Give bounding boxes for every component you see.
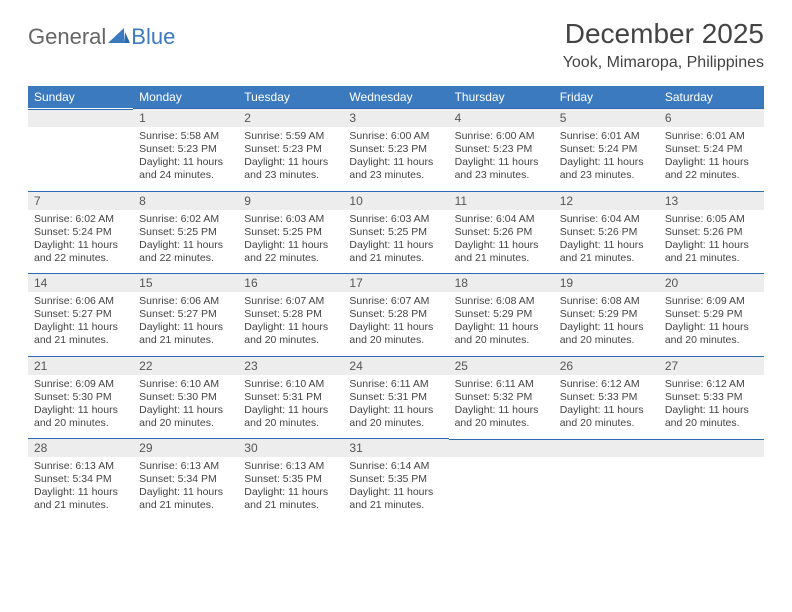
- day-number: 27: [659, 356, 764, 375]
- day-details: Sunrise: 6:03 AMSunset: 5:25 PMDaylight:…: [343, 210, 448, 274]
- day-number: 8: [133, 191, 238, 210]
- weekday-header: Tuesday: [238, 86, 343, 108]
- brand-part2: Blue: [131, 24, 175, 50]
- weekday-header: Saturday: [659, 86, 764, 108]
- day-details: Sunrise: 5:58 AMSunset: 5:23 PMDaylight:…: [133, 127, 238, 191]
- daynum-row: 123456: [28, 108, 764, 127]
- empty-day: [659, 457, 764, 519]
- day-details: Sunrise: 6:11 AMSunset: 5:31 PMDaylight:…: [343, 375, 448, 439]
- empty-day-number: [449, 439, 554, 457]
- day-number: 31: [343, 438, 448, 457]
- weekday-header: Friday: [554, 86, 659, 108]
- day-details: Sunrise: 6:04 AMSunset: 5:26 PMDaylight:…: [449, 210, 554, 274]
- day-details: Sunrise: 6:13 AMSunset: 5:34 PMDaylight:…: [133, 457, 238, 521]
- day-details: Sunrise: 6:10 AMSunset: 5:30 PMDaylight:…: [133, 375, 238, 439]
- weekday-header: Wednesday: [343, 86, 448, 108]
- weekday-header-row: SundayMondayTuesdayWednesdayThursdayFrid…: [28, 86, 764, 108]
- day-details: Sunrise: 6:09 AMSunset: 5:30 PMDaylight:…: [28, 375, 133, 439]
- day-number: 18: [449, 273, 554, 292]
- empty-day: [449, 457, 554, 519]
- day-details: Sunrise: 6:08 AMSunset: 5:29 PMDaylight:…: [449, 292, 554, 356]
- day-number: 5: [554, 108, 659, 127]
- day-number: 13: [659, 191, 764, 210]
- empty-day: [554, 457, 659, 519]
- day-details: Sunrise: 6:05 AMSunset: 5:26 PMDaylight:…: [659, 210, 764, 274]
- day-details: Sunrise: 6:06 AMSunset: 5:27 PMDaylight:…: [28, 292, 133, 356]
- daybody-row: Sunrise: 6:06 AMSunset: 5:27 PMDaylight:…: [28, 292, 764, 356]
- day-details: Sunrise: 6:02 AMSunset: 5:24 PMDaylight:…: [28, 210, 133, 274]
- day-number: 2: [238, 108, 343, 127]
- day-details: Sunrise: 6:09 AMSunset: 5:29 PMDaylight:…: [659, 292, 764, 356]
- day-number: 15: [133, 273, 238, 292]
- weekday-header: Sunday: [28, 86, 133, 108]
- day-details: Sunrise: 6:03 AMSunset: 5:25 PMDaylight:…: [238, 210, 343, 274]
- title-block: December 2025 Yook, Mimaropa, Philippine…: [563, 18, 764, 72]
- daybody-row: Sunrise: 6:09 AMSunset: 5:30 PMDaylight:…: [28, 375, 764, 439]
- day-details: Sunrise: 6:07 AMSunset: 5:28 PMDaylight:…: [343, 292, 448, 356]
- day-number: 7: [28, 191, 133, 210]
- daybody-row: Sunrise: 5:58 AMSunset: 5:23 PMDaylight:…: [28, 127, 764, 191]
- calendar-table: SundayMondayTuesdayWednesdayThursdayFrid…: [28, 86, 764, 521]
- day-number: 26: [554, 356, 659, 375]
- brand-logo: General Blue: [28, 24, 175, 50]
- day-number: 25: [449, 356, 554, 375]
- day-details: Sunrise: 6:13 AMSunset: 5:35 PMDaylight:…: [238, 457, 343, 521]
- day-details: Sunrise: 6:04 AMSunset: 5:26 PMDaylight:…: [554, 210, 659, 274]
- day-details: Sunrise: 6:10 AMSunset: 5:31 PMDaylight:…: [238, 375, 343, 439]
- daynum-row: 28293031: [28, 438, 764, 457]
- day-number: 16: [238, 273, 343, 292]
- day-number: 9: [238, 191, 343, 210]
- day-number: 19: [554, 273, 659, 292]
- header: General Blue December 2025 Yook, Mimarop…: [28, 18, 764, 72]
- day-number: 30: [238, 438, 343, 457]
- day-number: 22: [133, 356, 238, 375]
- day-details: Sunrise: 5:59 AMSunset: 5:23 PMDaylight:…: [238, 127, 343, 191]
- weekday-header: Monday: [133, 86, 238, 108]
- day-details: Sunrise: 6:14 AMSunset: 5:35 PMDaylight:…: [343, 457, 448, 521]
- day-details: Sunrise: 6:08 AMSunset: 5:29 PMDaylight:…: [554, 292, 659, 356]
- empty-day-number: [28, 109, 133, 127]
- day-details: Sunrise: 6:11 AMSunset: 5:32 PMDaylight:…: [449, 375, 554, 439]
- day-number: 23: [238, 356, 343, 375]
- empty-day-number: [659, 439, 764, 457]
- day-details: Sunrise: 6:01 AMSunset: 5:24 PMDaylight:…: [659, 127, 764, 191]
- day-number: 14: [28, 273, 133, 292]
- day-number: 11: [449, 191, 554, 210]
- empty-day: [28, 127, 133, 189]
- day-number: 4: [449, 108, 554, 127]
- day-details: Sunrise: 6:12 AMSunset: 5:33 PMDaylight:…: [554, 375, 659, 439]
- day-number: 12: [554, 191, 659, 210]
- day-number: 1: [133, 108, 238, 127]
- weekday-header: Thursday: [449, 86, 554, 108]
- day-number: 28: [28, 438, 133, 457]
- month-title: December 2025: [563, 18, 764, 50]
- daynum-row: 21222324252627: [28, 356, 764, 375]
- day-number: 17: [343, 273, 448, 292]
- empty-day-number: [554, 439, 659, 457]
- day-number: 29: [133, 438, 238, 457]
- daybody-row: Sunrise: 6:02 AMSunset: 5:24 PMDaylight:…: [28, 210, 764, 274]
- daynum-row: 78910111213: [28, 191, 764, 210]
- daynum-row: 14151617181920: [28, 273, 764, 292]
- location-text: Yook, Mimaropa, Philippines: [563, 54, 764, 72]
- day-number: 6: [659, 108, 764, 127]
- day-details: Sunrise: 6:02 AMSunset: 5:25 PMDaylight:…: [133, 210, 238, 274]
- brand-part1: General: [28, 24, 106, 50]
- day-details: Sunrise: 6:13 AMSunset: 5:34 PMDaylight:…: [28, 457, 133, 521]
- day-details: Sunrise: 6:07 AMSunset: 5:28 PMDaylight:…: [238, 292, 343, 356]
- day-number: 10: [343, 191, 448, 210]
- day-details: Sunrise: 6:01 AMSunset: 5:24 PMDaylight:…: [554, 127, 659, 191]
- day-details: Sunrise: 6:12 AMSunset: 5:33 PMDaylight:…: [659, 375, 764, 439]
- day-number: 3: [343, 108, 448, 127]
- daybody-row: Sunrise: 6:13 AMSunset: 5:34 PMDaylight:…: [28, 457, 764, 521]
- day-number: 20: [659, 273, 764, 292]
- brand-triangle-icon: [108, 26, 130, 49]
- day-details: Sunrise: 6:06 AMSunset: 5:27 PMDaylight:…: [133, 292, 238, 356]
- day-details: Sunrise: 6:00 AMSunset: 5:23 PMDaylight:…: [343, 127, 448, 191]
- day-number: 24: [343, 356, 448, 375]
- day-number: 21: [28, 356, 133, 375]
- day-details: Sunrise: 6:00 AMSunset: 5:23 PMDaylight:…: [449, 127, 554, 191]
